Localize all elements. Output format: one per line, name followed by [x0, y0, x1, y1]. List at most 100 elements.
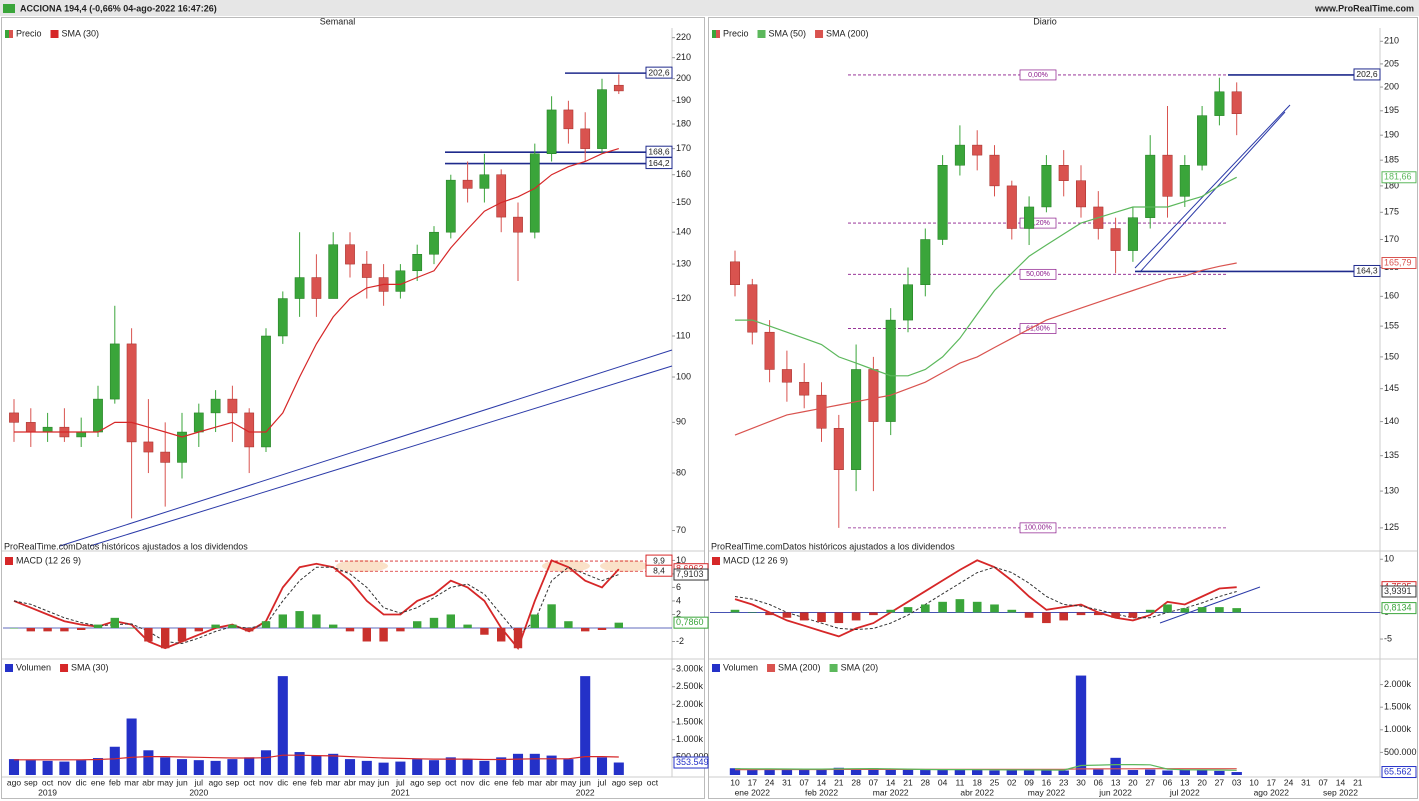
- volume-bar: [563, 759, 574, 775]
- x-tick-label: 14: [886, 777, 896, 787]
- y-tick-label: -5: [1384, 633, 1392, 643]
- volume-bar: [311, 755, 322, 775]
- value-flag: [1381, 585, 1417, 598]
- series-line: [14, 148, 619, 438]
- level-flag: [1353, 68, 1381, 81]
- x-period-label: jul 2022: [1169, 787, 1200, 797]
- legend-swatch: [712, 30, 716, 38]
- level-flag: [645, 157, 673, 170]
- x-tick-label: 31: [1301, 777, 1311, 787]
- level-label: 164,3: [1356, 266, 1378, 276]
- candle-body: [496, 174, 507, 218]
- histogram-bar: [1111, 612, 1120, 618]
- histogram-bar: [581, 627, 590, 632]
- candle-body: [597, 89, 607, 149]
- x-tick-label: 28: [851, 777, 861, 787]
- volume-bar: [546, 755, 557, 775]
- x-tick-label: feb: [310, 777, 322, 787]
- volume-bar: [613, 762, 624, 775]
- y-tick-label: 70: [676, 525, 686, 535]
- legend-label: Volumen: [723, 662, 758, 672]
- candle-body: [1179, 165, 1190, 197]
- x-period-label: mar 2022: [873, 787, 909, 797]
- x-tick-label: 30: [1076, 777, 1086, 787]
- volume-bar: [764, 769, 775, 775]
- y-tick-label: 130: [1384, 485, 1399, 495]
- histogram-bar: [1042, 612, 1051, 624]
- histogram-bar: [920, 604, 930, 613]
- x-period-label: sep 2022: [1323, 787, 1358, 797]
- y-tick-label: 150: [676, 197, 691, 207]
- histogram-bar: [1215, 607, 1224, 613]
- candle-body: [954, 144, 965, 166]
- y-tick-label: 200: [1384, 81, 1399, 91]
- histogram-bar: [938, 601, 947, 613]
- histogram-bar: [429, 617, 439, 628]
- x-tick-label: sep: [24, 777, 38, 787]
- candle-body: [563, 109, 574, 130]
- x-tick-label: 28: [921, 777, 931, 787]
- candle-body: [799, 381, 810, 396]
- histogram-bar: [379, 627, 388, 642]
- histogram-bar: [497, 627, 506, 642]
- candle-body: [580, 128, 591, 149]
- volume-bar: [109, 746, 120, 775]
- volume-bar: [42, 760, 53, 775]
- histogram-bar: [295, 611, 304, 628]
- histogram-bar: [972, 601, 982, 613]
- candle-body: [126, 343, 137, 443]
- y-tick-label: 160: [676, 169, 691, 179]
- x-tick-label: 02: [1007, 777, 1017, 787]
- y-tick-label: 195: [1384, 105, 1399, 115]
- series-line: [734, 262, 1237, 436]
- candle-body: [1214, 91, 1225, 116]
- histogram-bar: [93, 624, 103, 628]
- histogram-bar: [799, 612, 809, 621]
- y-tick-label: 140: [676, 227, 691, 237]
- volume-bar: [462, 759, 473, 775]
- legend-label: SMA (30): [62, 28, 100, 38]
- legend-label: Volumen: [16, 662, 51, 672]
- x-period-label: 2022: [576, 787, 595, 797]
- x-tick-label: jun: [377, 777, 390, 787]
- fib-flag: [1019, 522, 1057, 534]
- x-tick-label: jul: [395, 777, 405, 787]
- histogram-bar: [110, 617, 119, 628]
- y-tick-label: 120: [676, 293, 691, 303]
- legend-label: SMA (30): [71, 662, 109, 672]
- x-period-label: abr 2022: [960, 787, 994, 797]
- header-site[interactable]: www.ProRealTime.com: [1314, 3, 1414, 13]
- x-tick-label: 21: [903, 777, 913, 787]
- x-tick-label: 24: [1284, 777, 1294, 787]
- volume-bar: [1196, 769, 1208, 775]
- series-line: [13, 566, 619, 645]
- volume-bar: [25, 760, 36, 775]
- candle-body: [1231, 91, 1242, 114]
- histogram-bar: [513, 627, 523, 649]
- legend-label: SMA (200): [778, 662, 821, 672]
- trendline: [89, 365, 673, 547]
- volume-bar: [1023, 769, 1035, 775]
- trendline: [1159, 586, 1261, 624]
- x-tick-label: abr: [545, 777, 557, 787]
- trendline: [59, 349, 673, 547]
- x-tick-label: 16: [1042, 777, 1052, 787]
- histogram-bar: [1076, 612, 1086, 616]
- histogram-bar: [1059, 612, 1069, 621]
- histogram-bar: [413, 621, 422, 628]
- x-tick-label: 03: [1232, 777, 1242, 787]
- x-tick-label: dic: [76, 777, 88, 787]
- x-tick-label: mar: [527, 777, 542, 787]
- histogram-bar: [194, 627, 203, 632]
- legend-label: SMA (200): [826, 28, 869, 38]
- histogram-bar: [1197, 607, 1207, 613]
- candle-body: [920, 239, 931, 285]
- candle-body: [1145, 154, 1156, 218]
- volume-bar: [580, 676, 591, 775]
- histogram-bar: [396, 627, 405, 632]
- candle-body: [1024, 206, 1035, 229]
- value-flag-label: 181,66: [1384, 172, 1412, 182]
- x-tick-label: 21: [834, 777, 844, 787]
- volume-bar: [260, 750, 272, 775]
- y-tick-label: 1.000k: [1384, 724, 1412, 734]
